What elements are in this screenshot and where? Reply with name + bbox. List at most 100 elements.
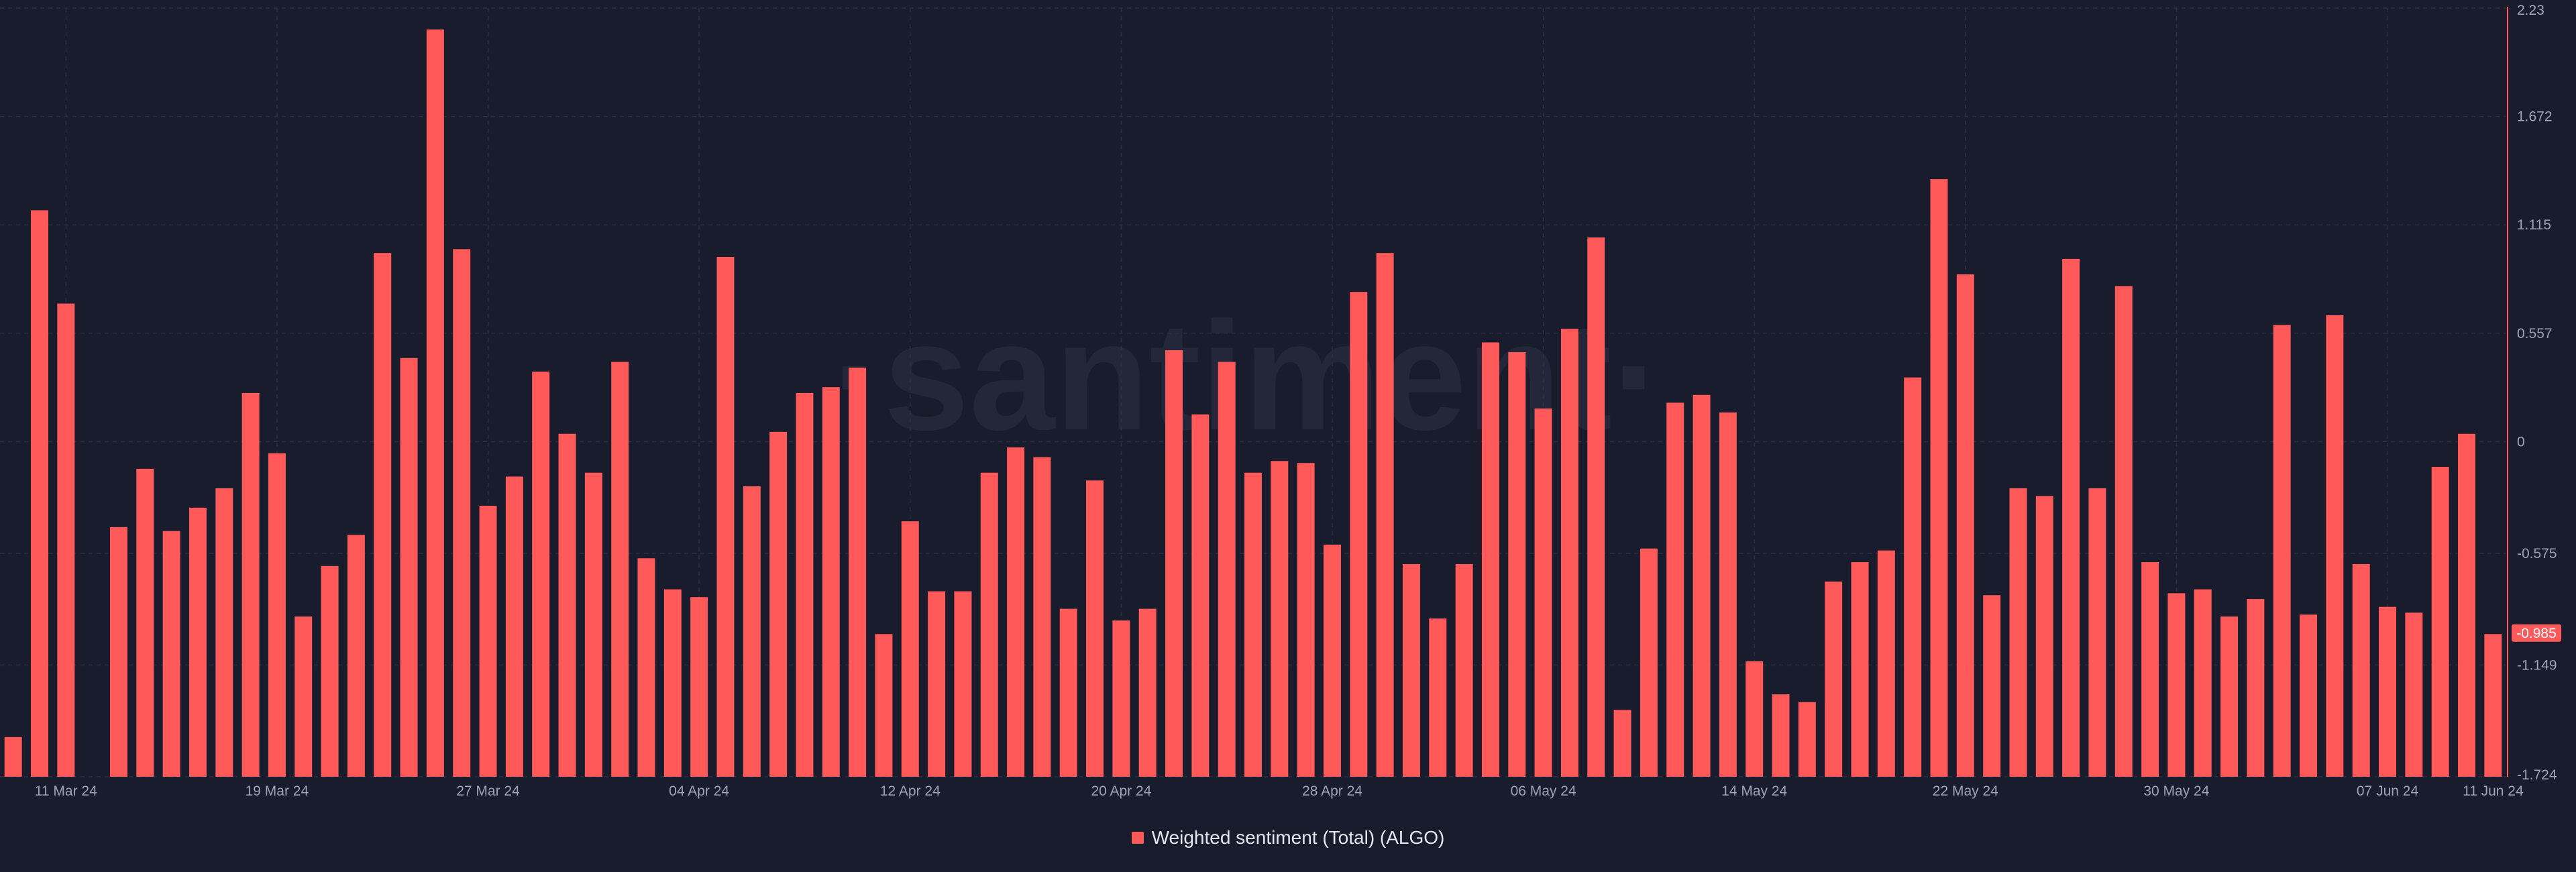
bar[interactable] bbox=[1350, 292, 1368, 777]
bar[interactable] bbox=[980, 472, 998, 777]
legend[interactable]: Weighted sentiment (Total) (ALGO) bbox=[0, 827, 2576, 849]
bar[interactable] bbox=[426, 29, 444, 777]
bar[interactable] bbox=[1165, 350, 1183, 777]
bar[interactable] bbox=[1983, 595, 2001, 777]
bar[interactable] bbox=[1324, 544, 1341, 777]
bar[interactable] bbox=[1904, 377, 1922, 777]
bar[interactable] bbox=[374, 253, 392, 777]
bar[interactable] bbox=[241, 392, 260, 777]
bar[interactable] bbox=[1666, 402, 1684, 777]
bar[interactable] bbox=[1746, 661, 1764, 777]
bar[interactable] bbox=[2035, 496, 2053, 777]
bar[interactable] bbox=[1297, 463, 1315, 777]
bar[interactable] bbox=[2484, 634, 2502, 777]
bar[interactable] bbox=[1930, 179, 1948, 777]
bar[interactable] bbox=[109, 527, 127, 777]
bar[interactable] bbox=[1429, 618, 1447, 777]
bar[interactable] bbox=[294, 616, 313, 777]
bar[interactable] bbox=[162, 531, 180, 777]
bar[interactable] bbox=[2352, 563, 2370, 777]
bar[interactable] bbox=[2326, 315, 2344, 777]
bar[interactable] bbox=[2194, 589, 2212, 777]
bar[interactable] bbox=[2141, 562, 2159, 777]
bar[interactable] bbox=[2088, 488, 2106, 777]
bar[interactable] bbox=[2167, 593, 2186, 777]
bar[interactable] bbox=[1271, 461, 1289, 777]
bar[interactable] bbox=[901, 521, 919, 777]
bar[interactable] bbox=[1508, 352, 1526, 777]
bar[interactable] bbox=[1007, 447, 1025, 777]
bar[interactable] bbox=[954, 591, 972, 777]
bar[interactable] bbox=[1613, 710, 1631, 777]
y-tick-label: -1.724 bbox=[2517, 767, 2557, 783]
bar[interactable] bbox=[2300, 614, 2318, 777]
bar[interactable] bbox=[268, 453, 286, 777]
bar[interactable] bbox=[1455, 563, 1473, 777]
bar[interactable] bbox=[558, 433, 576, 777]
bar[interactable] bbox=[663, 589, 682, 777]
bar[interactable] bbox=[4, 737, 22, 777]
bar[interactable] bbox=[2062, 258, 2080, 777]
bar[interactable] bbox=[1956, 274, 1974, 777]
bar[interactable] bbox=[928, 591, 946, 777]
bar[interactable] bbox=[1560, 329, 1578, 777]
bar[interactable] bbox=[479, 505, 497, 777]
bar[interactable] bbox=[2431, 467, 2449, 777]
bar[interactable] bbox=[1851, 562, 1869, 777]
bar[interactable] bbox=[1693, 394, 1711, 777]
bar[interactable] bbox=[2247, 599, 2265, 777]
bar[interactable] bbox=[1218, 362, 1236, 777]
bar[interactable] bbox=[875, 634, 893, 777]
bar[interactable] bbox=[2009, 488, 2027, 777]
bar[interactable] bbox=[584, 472, 602, 777]
bar[interactable] bbox=[1086, 480, 1104, 777]
bar[interactable] bbox=[1640, 548, 1658, 777]
bar[interactable] bbox=[2379, 606, 2397, 777]
bar[interactable] bbox=[1877, 550, 1895, 777]
bar[interactable] bbox=[505, 476, 523, 777]
bar[interactable] bbox=[57, 303, 75, 777]
bar[interactable] bbox=[321, 565, 339, 777]
bar[interactable] bbox=[2405, 612, 2423, 777]
bar[interactable] bbox=[2273, 325, 2291, 777]
bar[interactable] bbox=[637, 558, 655, 777]
bar[interactable] bbox=[347, 535, 365, 777]
bar[interactable] bbox=[1825, 582, 1843, 777]
bar[interactable] bbox=[611, 362, 629, 777]
bar[interactable] bbox=[822, 387, 840, 777]
bar[interactable] bbox=[1191, 414, 1210, 777]
bar[interactable] bbox=[1138, 608, 1157, 777]
bar[interactable] bbox=[1059, 608, 1077, 777]
bar[interactable] bbox=[1376, 253, 1394, 777]
bar[interactable] bbox=[1772, 694, 1790, 777]
bar[interactable] bbox=[31, 210, 48, 777]
bar[interactable] bbox=[1798, 702, 1816, 777]
bar[interactable] bbox=[849, 368, 867, 777]
bar[interactable] bbox=[136, 468, 154, 777]
bar[interactable] bbox=[1112, 620, 1130, 777]
bar[interactable] bbox=[690, 597, 708, 777]
bar[interactable] bbox=[215, 488, 233, 777]
bar[interactable] bbox=[716, 256, 735, 777]
bar[interactable] bbox=[1402, 563, 1420, 777]
bar[interactable] bbox=[769, 431, 788, 777]
bar[interactable] bbox=[1587, 237, 1605, 777]
bar[interactable] bbox=[1481, 342, 1499, 777]
bar[interactable] bbox=[1719, 412, 1737, 777]
bar[interactable] bbox=[532, 371, 550, 777]
bar[interactable] bbox=[796, 392, 814, 777]
bar[interactable] bbox=[2220, 616, 2239, 777]
bar[interactable] bbox=[743, 486, 761, 777]
bar[interactable] bbox=[189, 507, 207, 777]
bar[interactable] bbox=[2114, 286, 2133, 777]
bar[interactable] bbox=[1244, 472, 1262, 777]
x-tick-label: 07 Jun 24 bbox=[2357, 783, 2419, 799]
bar[interactable] bbox=[453, 249, 471, 777]
bar-series[interactable] bbox=[4, 29, 2502, 777]
bar[interactable] bbox=[2458, 433, 2475, 777]
bar[interactable] bbox=[1534, 408, 1552, 777]
y-tick-label: 2.23 bbox=[2517, 3, 2544, 18]
bar[interactable] bbox=[400, 358, 418, 777]
bar[interactable] bbox=[1033, 457, 1051, 777]
